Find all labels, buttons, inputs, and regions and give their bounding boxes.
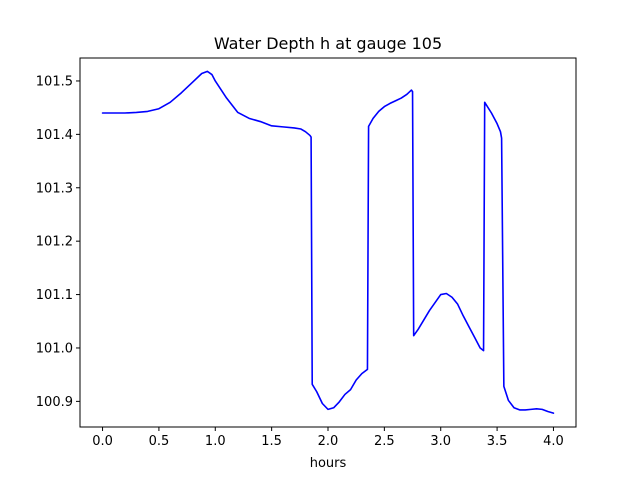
y-tick-label: 101.0 bbox=[36, 341, 73, 356]
y-tick-label: 100.9 bbox=[36, 395, 73, 410]
y-tick-label: 101.1 bbox=[36, 288, 73, 303]
plot-area bbox=[101, 70, 555, 414]
x-axis: 0.0 0.5 1.0 1.5 2.0 2.5 3.0 3.5 4.0 bbox=[92, 427, 564, 449]
x-tick-label: 4.0 bbox=[543, 434, 564, 449]
y-tick-label: 101.4 bbox=[36, 128, 73, 143]
x-tick-label: 1.5 bbox=[261, 434, 282, 449]
chart-title: Water Depth h at gauge 105 bbox=[214, 34, 442, 53]
x-tick-label: 3.5 bbox=[487, 434, 508, 449]
y-tick-label: 101.5 bbox=[36, 74, 73, 89]
x-tick-label: 0.5 bbox=[149, 434, 170, 449]
series-line-0 bbox=[101, 70, 555, 414]
x-tick-label: 0.0 bbox=[92, 434, 113, 449]
x-tick-label: 1.0 bbox=[205, 434, 226, 449]
y-axis: 100.9 101.0 101.1 101.2 101.3 101.4 101.5 bbox=[36, 74, 80, 410]
x-axis-label: hours bbox=[310, 456, 347, 471]
y-tick-label: 101.3 bbox=[36, 181, 73, 196]
x-tick-label: 3.0 bbox=[430, 434, 451, 449]
y-tick-label: 101.2 bbox=[36, 235, 73, 250]
axes-frame bbox=[79, 57, 577, 428]
x-tick-label: 2.0 bbox=[318, 434, 339, 449]
x-tick-label: 2.5 bbox=[374, 434, 395, 449]
